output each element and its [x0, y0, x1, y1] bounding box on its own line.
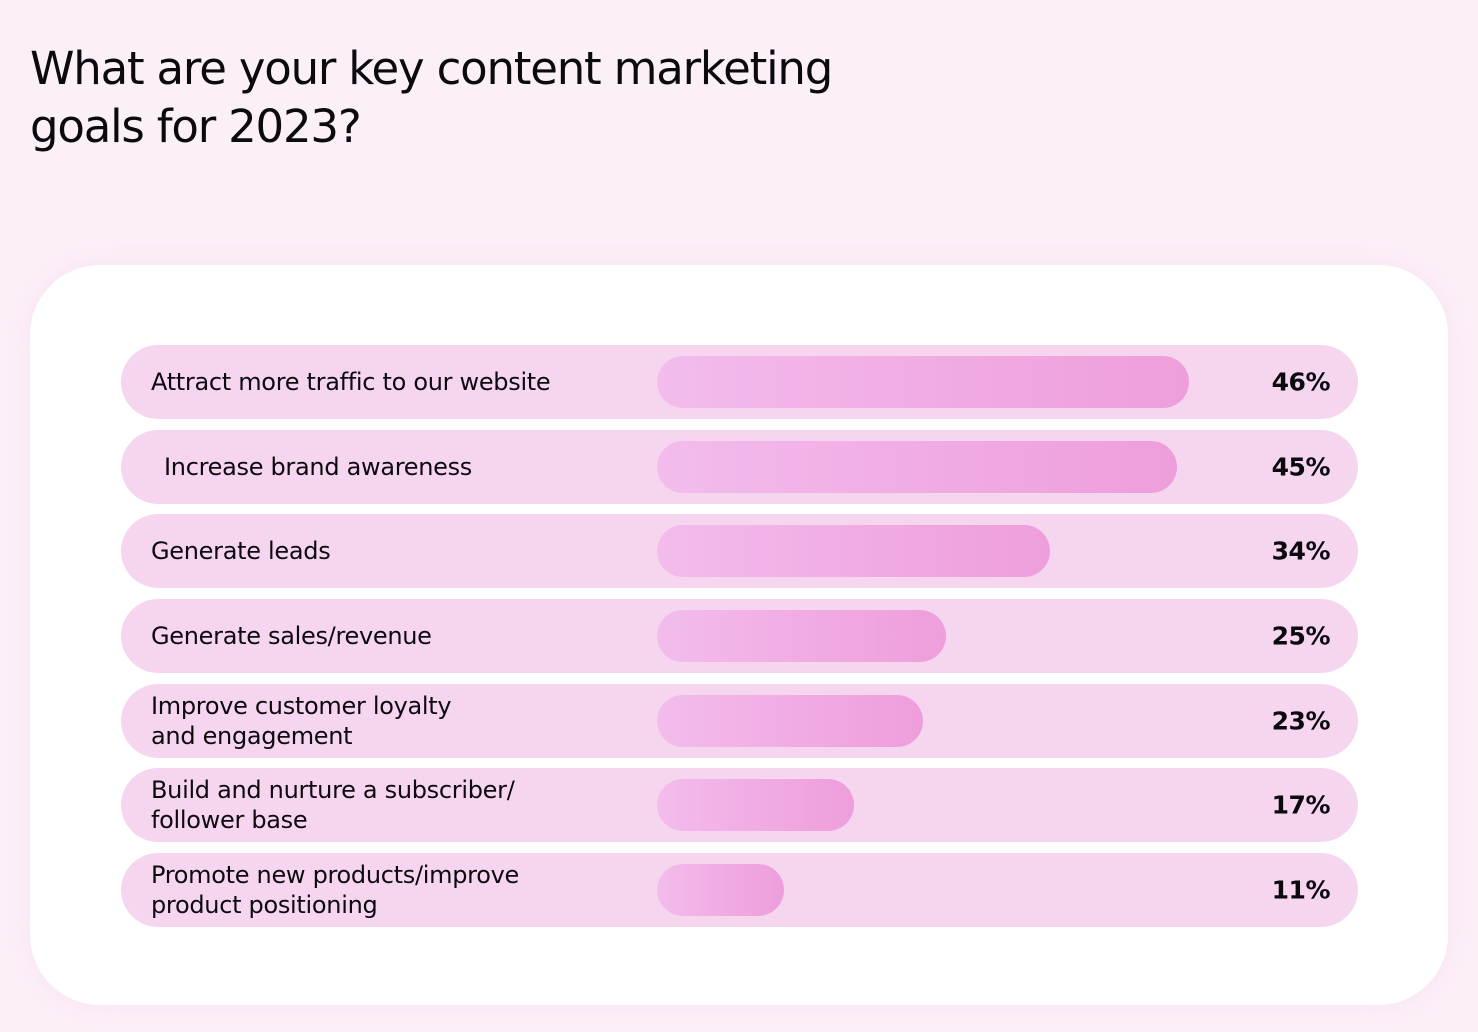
bar-row: Improve customer loyalty and engagement …: [121, 683, 1358, 758]
bar-value: 25%: [1271, 621, 1331, 651]
bar-track: [657, 440, 1237, 493]
bar-track: [657, 864, 1237, 917]
bar-fill: [657, 525, 1050, 578]
bar-fill: [657, 356, 1189, 408]
bar-fill: [657, 694, 923, 747]
bar-label: Promote new products/improve product pos…: [151, 861, 519, 920]
bar-label: Build and nurture a subscriber/ follower…: [151, 776, 515, 835]
bar-track: [657, 694, 1237, 747]
bar-value: 46%: [1271, 367, 1331, 397]
bar-label: Generate leads: [151, 537, 331, 566]
bar-track: [657, 610, 1237, 663]
bar-label: Generate sales/revenue: [151, 622, 432, 651]
bar-track: [657, 525, 1237, 578]
bar-label: Increase brand awareness: [164, 452, 473, 481]
bar-value: 34%: [1271, 536, 1331, 566]
bar-row: Promote new products/improve product pos…: [121, 853, 1358, 928]
bar-track: [657, 356, 1237, 408]
bar-row: Generate leads 34%: [121, 514, 1358, 589]
bar-row: Increase brand awareness 45%: [121, 429, 1358, 504]
bar-fill: [657, 779, 854, 832]
chart-title: What are your key content marketing goal…: [30, 42, 833, 153]
bar-row: Generate sales/revenue 25%: [121, 599, 1358, 674]
bar-label: Improve customer loyalty and engagement: [151, 691, 452, 750]
bar-value: 45%: [1271, 452, 1331, 482]
bar-fill: [657, 440, 1177, 493]
bar-rows: Attract more traffic to our website 46% …: [121, 345, 1358, 938]
bar-fill: [657, 864, 784, 917]
bar-value: 17%: [1271, 790, 1331, 820]
bar-fill: [657, 610, 946, 663]
bar-value: 11%: [1271, 875, 1331, 905]
bar-row: Attract more traffic to our website 46%: [121, 345, 1358, 419]
bar-row: Build and nurture a subscriber/ follower…: [121, 768, 1358, 843]
bar-track: [657, 779, 1237, 832]
bar-label: Attract more traffic to our website: [151, 368, 551, 396]
bar-value: 23%: [1271, 706, 1331, 736]
